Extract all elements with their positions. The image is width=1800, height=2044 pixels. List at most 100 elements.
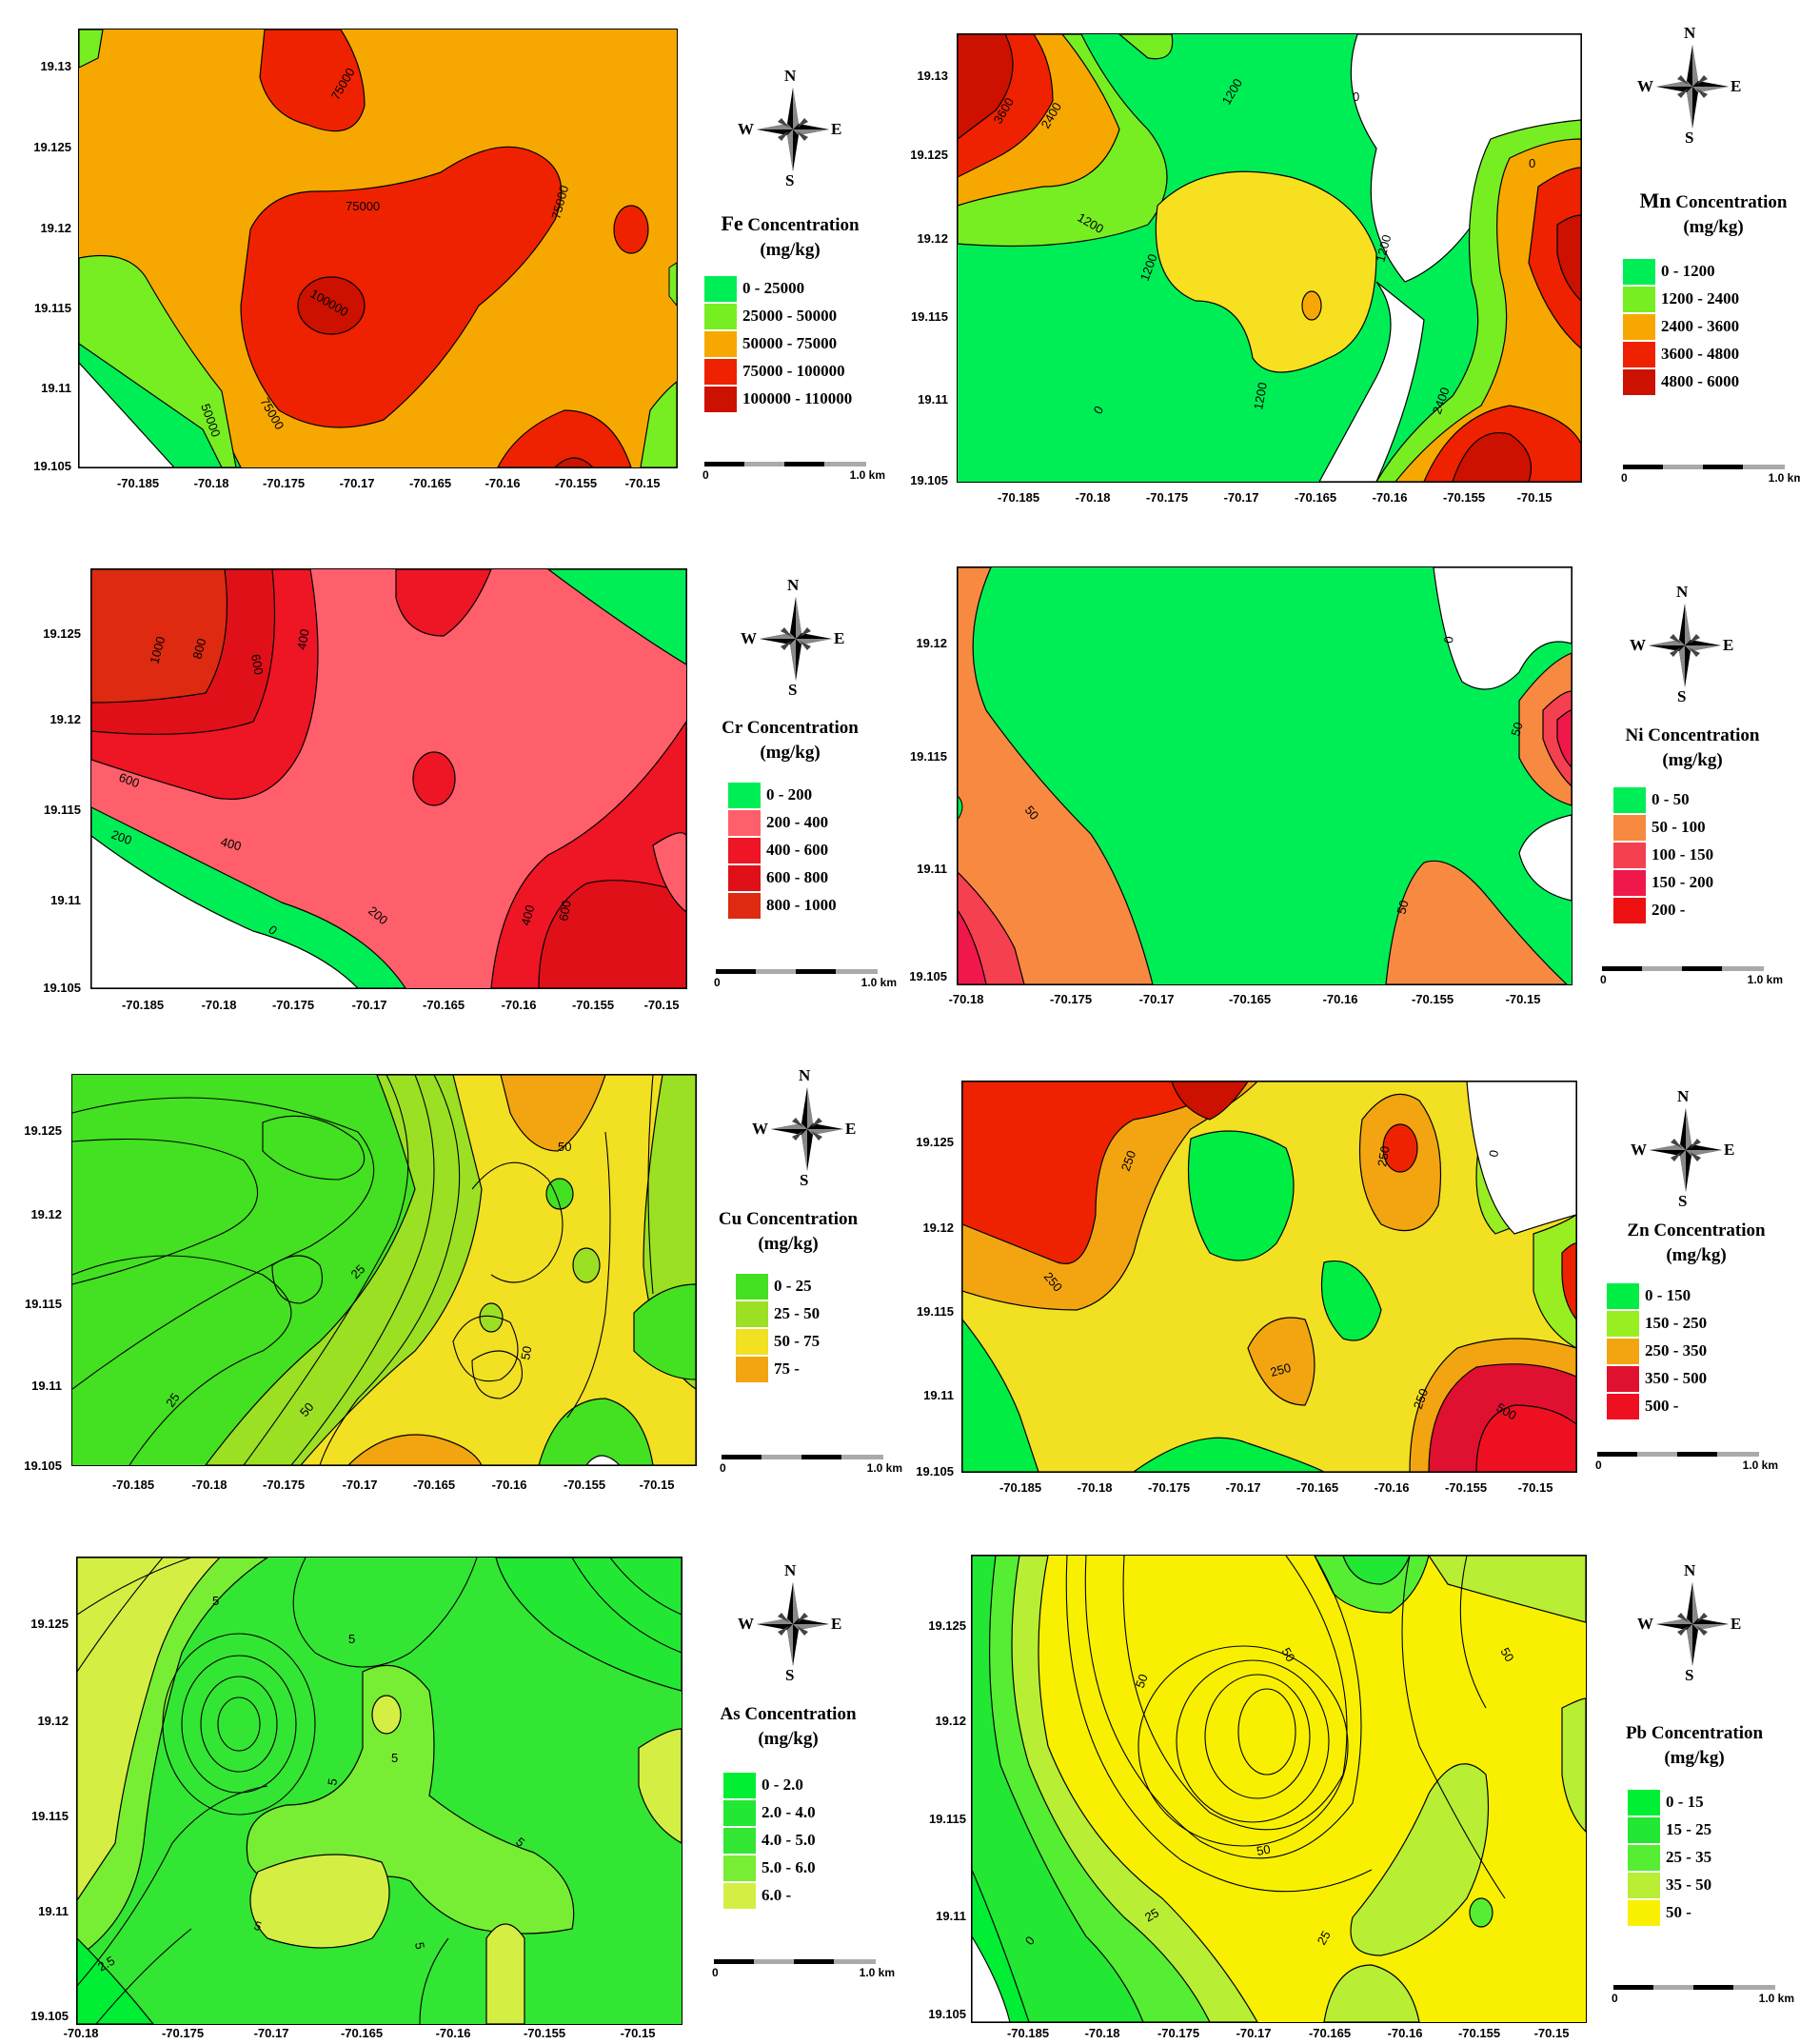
x-tick: -70.17 [339, 476, 375, 490]
scale-segment [1653, 1985, 1693, 1990]
y-tick: 19.115 [910, 309, 948, 324]
legend-range: 1200 - 2400 [1661, 289, 1740, 308]
x-tick: -70.18 [1084, 2026, 1120, 2040]
legend-swatch [1607, 1394, 1639, 1419]
legend-range: 200 - [1652, 901, 1686, 919]
compass-e: E [1724, 1141, 1735, 1159]
map-ni: 0 50 50 50 [957, 566, 1573, 985]
y-tick: 19.115 [30, 1809, 69, 1823]
map-cu: 50 25 25 50 50 [71, 1074, 697, 1466]
legend-range: 50000 - 75000 [742, 334, 838, 352]
legend-swatch [1613, 898, 1646, 923]
compass-star-icon [771, 1087, 843, 1171]
x-tick: -70.15 [1505, 992, 1541, 1006]
x-tick: -70.18 [1075, 490, 1111, 505]
scale-segment [1717, 1452, 1759, 1457]
scale-start: 0 [1600, 973, 1607, 986]
contour-label: 50 [1256, 1842, 1272, 1858]
legend-range: 5.0 - 6.0 [762, 1858, 816, 1876]
legend-swatch [728, 783, 761, 808]
legend-range: 4.0 - 5.0 [762, 1831, 816, 1849]
legend-swatch [728, 893, 761, 919]
x-tick: -70.155 [563, 1478, 606, 1492]
legend-swatch [1613, 787, 1646, 813]
legend-range: 50 - 100 [1652, 818, 1706, 836]
y-tick: 19.11 [31, 1379, 62, 1393]
y-tick: 19.11 [38, 1904, 69, 1918]
x-tick: -70.18 [948, 992, 984, 1006]
y-tick: 19.125 [916, 1135, 954, 1149]
compass-star-icon [1650, 1108, 1722, 1192]
compass-rose: N S W E [1637, 1561, 1742, 1685]
contour-label: 0 [1529, 156, 1535, 170]
legend-range: 350 - 500 [1645, 1369, 1708, 1387]
legend-swatch [704, 276, 737, 302]
legend-range: 15 - 25 [1666, 1820, 1712, 1838]
y-tick: 19.12 [30, 1207, 62, 1221]
compass-n: N [784, 1561, 797, 1579]
compass-e: E [831, 120, 842, 138]
y-tick: 19.11 [936, 1909, 966, 1923]
legend-range: 75000 - 100000 [742, 362, 845, 380]
scale-bar: 0 1.0 km [702, 462, 885, 485]
compass-n: N [787, 576, 800, 594]
legend-swatch [1628, 1873, 1660, 1898]
element-symbol: Zn [1627, 1220, 1650, 1240]
compass-s: S [1685, 1666, 1694, 1684]
element-symbol: As [720, 1704, 741, 1724]
legend-range: 6.0 - [762, 1886, 792, 1904]
legend-range: 100 - 150 [1652, 845, 1714, 863]
scale-end: 1.0 km [1768, 471, 1800, 485]
map-as: 5 5 5 5 5 5 2.5 5 [76, 1557, 682, 2025]
unit: (mg/kg) [758, 1729, 819, 1749]
y-tick: 19.125 [910, 148, 948, 162]
y-tick: 19.125 [33, 140, 71, 154]
legend-swatch [723, 1883, 756, 1909]
scale-end: 1.0 km [866, 1461, 902, 1475]
contour-label: 5 [348, 1632, 355, 1646]
compass-n: N [1684, 24, 1696, 42]
contour-label: 250 [1269, 1360, 1293, 1379]
scale-segment [1613, 1985, 1653, 1990]
legend-swatch [1613, 815, 1646, 841]
scale-segment [1722, 966, 1764, 971]
contour-label: 25 [163, 1390, 183, 1409]
contour-label: 25 [1142, 1905, 1161, 1924]
legend-title: Ni Concentration (mg/kg) [1588, 724, 1797, 773]
x-tick: -70.15 [643, 998, 680, 1012]
x-tick: -70.165 [408, 476, 452, 490]
scale-segment [1703, 465, 1743, 469]
x-tick: -70.15 [1516, 490, 1553, 505]
element-symbol: Ni [1625, 725, 1644, 745]
legend-title: Fe Concentration (mg/kg) [685, 211, 895, 263]
compass-s: S [1685, 129, 1694, 147]
contour-label: 50 [1508, 721, 1525, 738]
legend-range: 600 - 800 [766, 868, 829, 886]
x-tick: -70.15 [1533, 2026, 1570, 2040]
x-tick: -70.17 [1225, 1480, 1261, 1495]
compass-star-icon [757, 88, 829, 171]
compass-star-icon [760, 597, 832, 681]
x-tick: -70.175 [1145, 490, 1189, 505]
y-tick: 19.115 [43, 803, 81, 817]
scale-segment [1743, 465, 1785, 469]
contour-label: 1000 [147, 635, 168, 665]
x-tick: -70.18 [193, 476, 229, 490]
scale-bar: 0 1.0 km [1612, 1985, 1794, 2008]
y-tick: 19.125 [928, 1618, 966, 1633]
x-tick: -70.175 [1049, 992, 1093, 1006]
y-tick: 19.13 [917, 69, 948, 83]
title-text: Concentration [746, 718, 859, 738]
compass-n: N [1677, 1087, 1690, 1105]
scale-segment [794, 1959, 834, 1964]
y-tick: 19.115 [909, 749, 947, 764]
compass-w: W [1637, 1615, 1653, 1633]
y-tick: 19.115 [916, 1304, 954, 1319]
contour-label: 200 [109, 827, 134, 848]
legend-swatch [1613, 870, 1646, 896]
contour-label: 50 [518, 1345, 534, 1361]
legend-swatch [736, 1329, 768, 1355]
compass-s: S [785, 171, 795, 189]
x-tick: -70.175 [262, 1478, 306, 1492]
legend-swatch [1623, 287, 1655, 312]
